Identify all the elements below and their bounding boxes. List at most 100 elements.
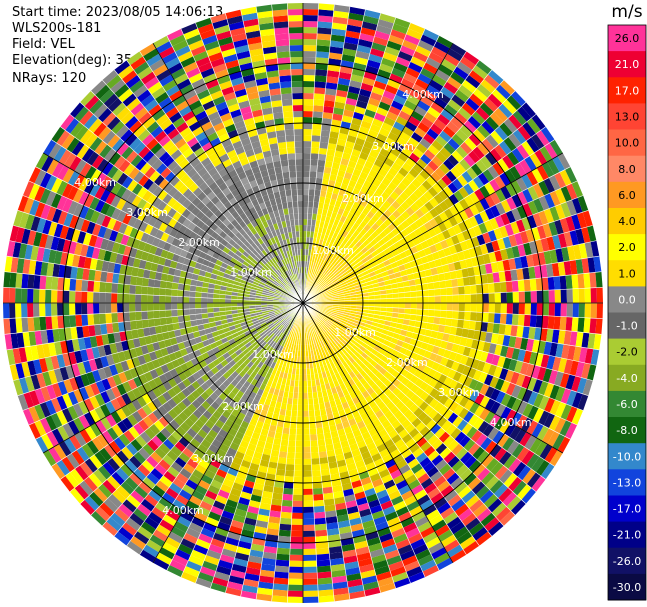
velocity-cell <box>331 276 337 282</box>
velocity-cell <box>369 91 383 102</box>
velocity-cell <box>303 15 319 22</box>
velocity-cell <box>325 248 331 255</box>
velocity-cell <box>334 254 341 261</box>
velocity-cell <box>315 250 320 258</box>
velocity-cell <box>369 183 379 193</box>
ray-gap <box>302 6 351 304</box>
velocity-cell <box>334 95 347 104</box>
velocity-cell <box>472 129 486 143</box>
velocity-cell <box>336 264 344 271</box>
velocity-cell <box>358 88 372 98</box>
velocity-cell <box>401 105 414 116</box>
velocity-cell <box>382 51 398 63</box>
velocity-cell <box>364 9 381 19</box>
velocity-cell <box>341 177 351 186</box>
velocity-cell <box>309 177 317 184</box>
velocity-cell <box>423 164 435 176</box>
velocity-cell <box>463 120 477 134</box>
velocity-cell <box>372 36 389 47</box>
velocity-cell <box>417 121 430 134</box>
velocity-cell <box>324 197 331 205</box>
velocity-cell <box>361 146 372 155</box>
velocity-cell <box>329 257 335 265</box>
velocity-cell <box>361 166 372 175</box>
velocity-cell <box>316 39 331 47</box>
velocity-cell <box>326 76 339 84</box>
velocity-cell <box>425 57 441 70</box>
velocity-cell <box>380 95 394 106</box>
velocity-cell <box>420 34 437 47</box>
velocity-cell <box>417 100 431 112</box>
velocity-cell <box>365 65 379 75</box>
velocity-cell <box>443 142 456 155</box>
velocity-cell <box>437 91 452 104</box>
velocity-cell <box>333 245 339 253</box>
velocity-cell <box>431 139 444 152</box>
velocity-cell <box>321 124 332 132</box>
velocity-cell <box>303 177 310 184</box>
velocity-cell <box>401 39 418 51</box>
velocity-cell <box>366 59 381 69</box>
velocity-cell <box>331 22 348 31</box>
velocity-cell <box>408 22 425 35</box>
velocity-cell <box>405 157 417 168</box>
velocity-cell <box>303 255 306 262</box>
velocity-cell <box>312 268 316 275</box>
velocity-cell <box>307 207 313 214</box>
velocity-cell <box>332 113 343 122</box>
velocity-cell <box>345 232 353 240</box>
velocity-cell <box>444 104 458 117</box>
velocity-cell <box>398 167 409 178</box>
velocity-cell <box>404 142 416 153</box>
velocity-cell <box>446 121 460 134</box>
velocity-cell <box>317 251 323 259</box>
velocity-cell <box>315 285 320 291</box>
velocity-cell <box>388 167 399 177</box>
velocity-cell <box>341 260 348 267</box>
velocity-cell <box>401 177 412 188</box>
velocity-cell <box>376 24 392 35</box>
velocity-cell <box>333 10 349 19</box>
velocity-cell <box>303 135 312 142</box>
velocity-cell <box>363 223 372 232</box>
velocity-cell <box>324 254 330 262</box>
velocity-cell <box>362 239 370 247</box>
velocity-cell <box>334 150 344 159</box>
velocity-cell <box>303 195 309 202</box>
velocity-cell <box>315 57 329 65</box>
velocity-cell <box>303 159 311 166</box>
velocity-cell <box>322 260 327 267</box>
velocity-cell <box>521 102 537 118</box>
velocity-cell <box>459 158 471 171</box>
velocity-cell <box>420 67 435 80</box>
velocity-cell <box>380 191 390 201</box>
velocity-cell <box>371 222 380 231</box>
velocity-cell <box>308 273 311 280</box>
velocity-cell <box>384 46 400 57</box>
velocity-cell <box>315 220 321 227</box>
velocity-cell <box>313 93 325 101</box>
velocity-cell <box>330 34 346 43</box>
velocity-cell <box>309 280 313 287</box>
velocity-cell <box>413 188 424 199</box>
velocity-cell <box>390 147 401 158</box>
velocity-cell <box>356 176 366 186</box>
velocity-cell <box>384 157 395 168</box>
velocity-cell <box>439 146 452 159</box>
velocity-cell <box>346 24 362 33</box>
velocity-cell <box>362 180 372 189</box>
velocity-cell <box>453 66 469 80</box>
velocity-cell <box>331 162 341 170</box>
velocity-cell <box>403 72 418 84</box>
velocity-cell <box>303 165 311 172</box>
velocity-cell <box>362 77 376 87</box>
velocity-cell <box>303 87 315 94</box>
velocity-cell <box>417 184 428 195</box>
velocity-cell <box>326 235 333 243</box>
velocity-cell <box>306 273 310 280</box>
velocity-cell <box>363 140 374 150</box>
velocity-cell <box>314 226 320 233</box>
velocity-cell <box>305 243 310 250</box>
velocity-cell <box>309 237 314 244</box>
velocity-cell <box>459 56 476 70</box>
